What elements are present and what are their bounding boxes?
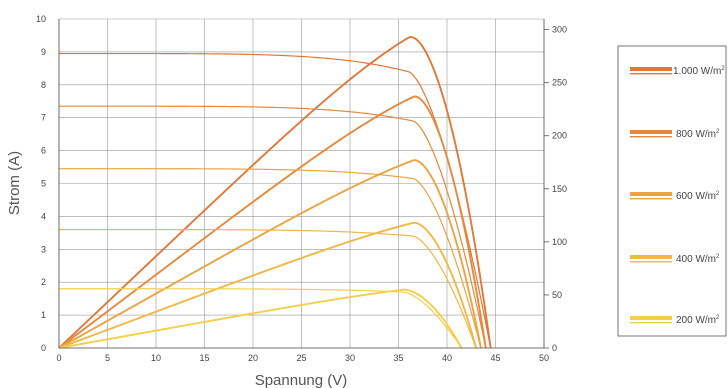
y2-tick-label: 0	[552, 343, 557, 353]
x-tick-label: 25	[296, 353, 306, 363]
legend-swatch-iv	[630, 136, 672, 138]
iv-curve-3	[59, 228, 477, 349]
x-tick-label: 15	[199, 353, 209, 363]
y-tick-label: 6	[41, 146, 46, 156]
y-tick-label: 8	[41, 80, 46, 90]
legend-label: 200 W/m2	[676, 315, 720, 326]
y-tick-label: 2	[41, 277, 46, 287]
y-tick-label: 4	[41, 211, 46, 221]
legend-label: 600 W/m2	[676, 191, 720, 202]
legend-label: 1.000 W/m2	[673, 66, 725, 77]
legend-swatch-iv	[630, 322, 672, 324]
power-curve-3	[58, 221, 478, 349]
y-tick-label: 3	[41, 244, 46, 254]
legend-swatch-iv	[630, 198, 672, 200]
x-tick-label: 5	[105, 353, 110, 363]
x-tick-label: 45	[490, 353, 500, 363]
axes	[58, 19, 549, 349]
y2-tick-label: 300	[552, 25, 567, 35]
y2-tick-label: 250	[552, 78, 567, 88]
x-tick-label: 20	[248, 353, 258, 363]
y-tick-label: 1	[41, 310, 46, 320]
power-curve-4	[58, 288, 463, 349]
y-tick-label: 9	[41, 47, 46, 57]
iv-curve-2	[58, 168, 482, 349]
y2-tick-label: 150	[552, 184, 567, 194]
x-tick-label: 0	[56, 353, 61, 363]
curves	[58, 36, 492, 349]
legend: 1.000 W/m2 800 W/m2 600 W/m2 400 W/m2 200 W/…	[617, 45, 727, 337]
x-tick-label: 10	[151, 353, 161, 363]
x-tick-label: 35	[393, 353, 403, 363]
legend-swatch-power	[630, 67, 672, 71]
power-curve-0	[58, 36, 492, 349]
y2-tick-label: 100	[552, 237, 567, 247]
iv-curve-0	[59, 52, 492, 349]
legend-swatch-iv	[630, 73, 672, 75]
legend-box	[617, 45, 727, 337]
y2-tick-label: 50	[552, 290, 562, 300]
power-curve-1	[58, 95, 487, 349]
x-tick-label: 40	[442, 353, 452, 363]
legend-swatch-power	[630, 192, 672, 196]
x-tick-label: 50	[539, 353, 549, 363]
x-axis-title: Spannung (V)	[255, 372, 348, 388]
y2-tick-label: 200	[552, 131, 567, 141]
iv-curve-1	[59, 105, 487, 349]
legend-swatch-power	[630, 316, 672, 320]
x-tick-label: 30	[345, 353, 355, 363]
legend-label: 400 W/m2	[676, 254, 720, 265]
legend-label: 800 W/m2	[676, 129, 720, 140]
y-tick-label: 7	[41, 113, 46, 123]
legend-swatch-iv	[630, 261, 672, 263]
tick-labels: 0 5 10 15 20 25 30 35 40 45 5001234567891005010015…	[36, 14, 567, 363]
iv-curve-4	[59, 288, 463, 349]
y-tick-label: 10	[36, 14, 46, 24]
y-tick-label: 0	[41, 343, 46, 353]
legend-swatch-power	[630, 255, 672, 259]
legend-swatch-power	[630, 130, 672, 134]
y-axis-title: Strom (A)	[6, 151, 23, 215]
y-tick-label: 5	[41, 179, 46, 189]
